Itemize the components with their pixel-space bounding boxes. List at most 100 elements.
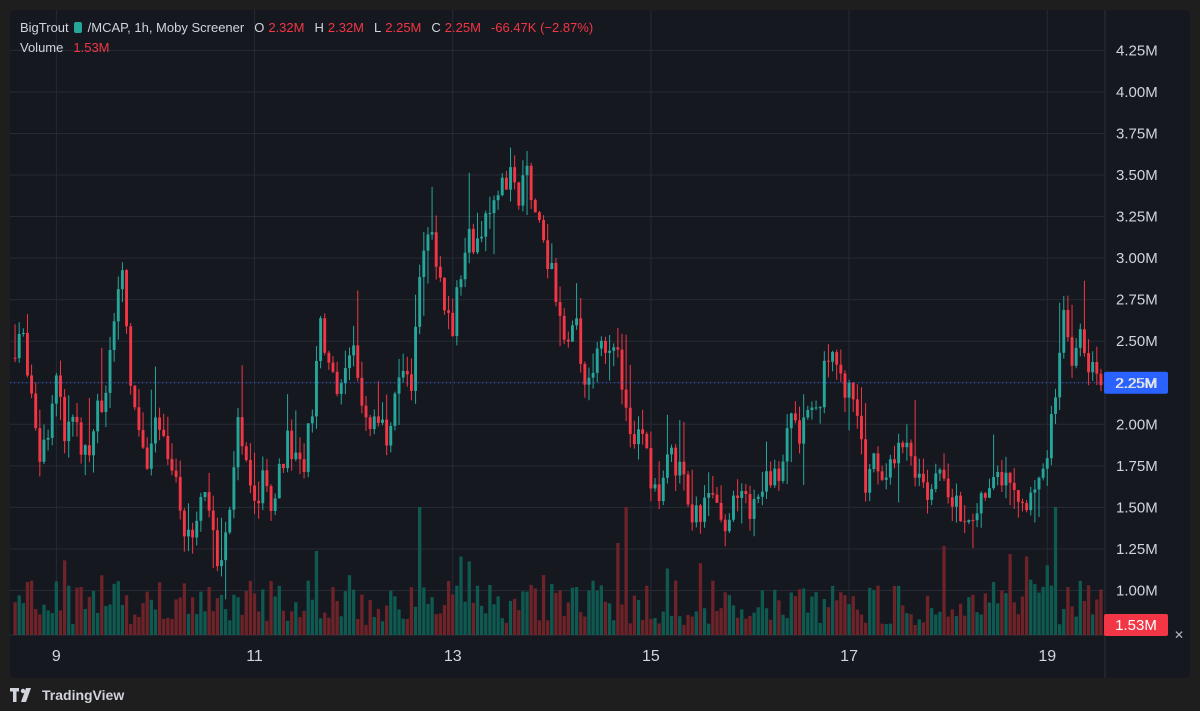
candle-body xyxy=(356,345,360,378)
ohlc-legend: BigTrout /MCAP, 1h, Moby Screener O 2.32… xyxy=(20,20,599,35)
candle-body xyxy=(327,352,331,363)
candle-body xyxy=(430,232,434,235)
candle-body xyxy=(265,470,269,487)
candle-body xyxy=(942,469,946,479)
volume-bar xyxy=(616,542,620,635)
candle-body xyxy=(884,477,888,480)
volume-bar xyxy=(21,603,25,635)
candle-body xyxy=(715,494,719,503)
y-tick-label: 1.25M xyxy=(1116,541,1158,558)
candle-body xyxy=(385,419,389,446)
candle-body xyxy=(740,491,744,498)
last-price-line: 2.25M 1.53M xyxy=(10,371,1168,636)
candle-body xyxy=(26,332,29,376)
candle-body xyxy=(517,182,521,206)
volume-bar xyxy=(405,618,409,635)
volume-bar xyxy=(277,585,281,635)
volume-bar xyxy=(814,592,818,635)
volume-bar xyxy=(170,619,174,635)
candle-body xyxy=(158,417,162,430)
candle-body xyxy=(492,200,496,214)
volume-bar xyxy=(851,596,855,635)
candle-body xyxy=(550,262,554,270)
volume-bar xyxy=(806,612,810,635)
volume-bar xyxy=(463,601,467,635)
volume-bar xyxy=(455,585,459,635)
volume-label[interactable]: Volume xyxy=(20,40,64,55)
volume-bar xyxy=(607,603,612,635)
candle-body xyxy=(71,416,75,422)
y-tick-label: 2.25M xyxy=(1116,375,1158,392)
tradingview-logo-icon[interactable] xyxy=(10,687,36,702)
volume-bar xyxy=(108,604,112,635)
volume-bar xyxy=(240,614,244,635)
volume-bar xyxy=(149,599,153,635)
volume-bar xyxy=(1004,593,1008,635)
y-tick-label: 3.75M xyxy=(1116,125,1158,142)
candle-body xyxy=(1004,472,1008,486)
candle-body xyxy=(166,435,170,460)
volume-bar xyxy=(872,589,876,635)
volume-bar xyxy=(566,602,570,635)
candle-body xyxy=(92,431,95,456)
volume-bar xyxy=(190,597,195,635)
candle-body xyxy=(789,413,793,429)
candle-body xyxy=(665,454,669,478)
close-icon[interactable]: ✕ xyxy=(1174,628,1185,642)
candle-body xyxy=(620,349,624,390)
candle-body xyxy=(1078,329,1082,348)
volume-bar xyxy=(195,614,199,635)
footer: TradingView xyxy=(10,678,1190,711)
candle-body xyxy=(59,375,62,397)
candle-body xyxy=(310,416,314,424)
symbol-name[interactable]: BigTrout xyxy=(20,20,69,35)
volume-bar xyxy=(434,614,438,635)
volume-bar xyxy=(925,595,930,635)
volume-bar xyxy=(438,613,442,635)
x-tick-label: 17 xyxy=(840,648,858,665)
volume-bar xyxy=(954,616,959,635)
volume-bar xyxy=(735,617,740,635)
candle-body xyxy=(707,493,711,498)
brand-name[interactable]: TradingView xyxy=(42,686,125,703)
candle-body xyxy=(372,416,376,430)
candle-body xyxy=(971,520,975,522)
candle-body xyxy=(769,471,773,486)
candle-body xyxy=(562,315,566,340)
candle-body xyxy=(1099,373,1103,386)
volume-bar xyxy=(983,593,987,635)
volume-bar xyxy=(892,585,897,635)
volume-bar xyxy=(711,580,715,635)
candle-body xyxy=(979,493,983,514)
candle-body xyxy=(504,177,508,190)
symbol-pair[interactable]: /MCAP, 1h, Moby Screener xyxy=(87,20,245,35)
candle-body xyxy=(934,473,938,489)
candle-body xyxy=(21,332,25,335)
volume-bar xyxy=(876,585,880,635)
volume-bar xyxy=(207,587,211,635)
candle-body xyxy=(1045,458,1049,469)
volume-bar xyxy=(863,622,868,635)
volume-bar xyxy=(723,592,727,635)
candle-body xyxy=(500,177,504,196)
candle-body xyxy=(211,510,215,531)
volume-bar xyxy=(975,612,979,635)
candle-body xyxy=(529,165,533,201)
candle-body xyxy=(802,417,806,444)
volume-bar xyxy=(29,580,34,635)
candle-body xyxy=(649,448,653,489)
volume-bar xyxy=(991,581,996,635)
volume-bar xyxy=(269,580,273,635)
volume-badge: 1.53M xyxy=(1115,617,1157,634)
candle-body xyxy=(170,459,174,471)
volume-bar xyxy=(504,622,509,635)
candle-body xyxy=(199,497,203,521)
candle-body xyxy=(215,530,219,567)
candle-body xyxy=(587,377,591,385)
y-tick-label: 3.25M xyxy=(1116,209,1158,226)
volume-bar xyxy=(157,582,162,635)
volume-bar xyxy=(17,595,21,635)
candle-body xyxy=(443,277,446,311)
volume-bar xyxy=(426,603,430,635)
